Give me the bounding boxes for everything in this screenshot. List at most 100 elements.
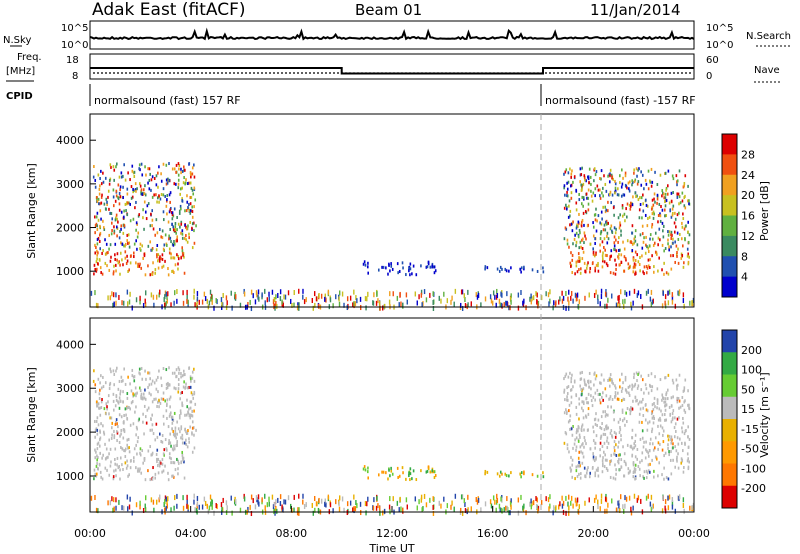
velocity-cell xyxy=(160,384,163,388)
velocity-cell xyxy=(147,449,150,453)
velocity-cell xyxy=(490,503,493,509)
velocity-cell xyxy=(119,392,121,396)
velocity-cell xyxy=(281,504,283,510)
velocity-cell xyxy=(662,429,665,433)
power-cell xyxy=(490,298,493,304)
power-cell xyxy=(588,270,591,274)
velocity-cell xyxy=(101,456,103,460)
power-cell xyxy=(94,185,97,189)
velocity-cell xyxy=(590,387,592,391)
power-cell xyxy=(564,170,567,174)
velocity-cell xyxy=(160,439,162,443)
power-cell xyxy=(167,273,170,277)
velocity-cell xyxy=(211,504,213,510)
velocity-cell xyxy=(182,385,185,389)
velocity-cell xyxy=(115,398,118,402)
velocity-cell xyxy=(599,401,602,405)
velocity-cell xyxy=(609,378,611,382)
velocity-cell xyxy=(651,410,653,414)
velocity-cell xyxy=(508,474,510,478)
power-cell xyxy=(165,178,168,182)
power-cell xyxy=(615,238,617,242)
power-cell xyxy=(609,257,611,261)
velocity-cell xyxy=(352,507,354,513)
power-cell xyxy=(343,302,345,308)
power-cell xyxy=(492,290,495,296)
velocity-cell xyxy=(155,387,158,391)
power-cell xyxy=(663,208,666,212)
power-cell xyxy=(189,209,192,213)
power-cell xyxy=(106,202,108,206)
power-cell xyxy=(132,217,135,221)
power-cell xyxy=(144,193,147,197)
velocity-cell xyxy=(129,459,132,463)
power-cell xyxy=(582,211,585,215)
velocity-cell xyxy=(189,425,192,429)
power-cell xyxy=(144,165,146,169)
power-cell xyxy=(592,191,595,195)
velocity-cell xyxy=(166,402,168,406)
power-cell xyxy=(637,168,639,172)
y-tick-label: 2000 xyxy=(56,426,84,439)
power-cell xyxy=(399,291,401,297)
power-cell xyxy=(302,288,304,294)
power-cell xyxy=(634,239,637,243)
velocity-cell xyxy=(501,472,503,476)
velocity-cell xyxy=(652,448,655,452)
power-cell xyxy=(646,266,649,270)
velocity-cell xyxy=(647,373,650,377)
velocity-cell xyxy=(231,510,233,516)
noise-tick-low-right: 10^0 xyxy=(706,40,733,51)
velocity-cell xyxy=(150,382,153,386)
velocity-cell xyxy=(138,371,141,375)
velocity-cell xyxy=(669,458,672,462)
power-cell xyxy=(168,178,171,182)
velocity-cell xyxy=(141,377,144,381)
power-cell xyxy=(139,242,142,246)
power-cell xyxy=(568,204,570,208)
velocity-cell xyxy=(525,510,527,516)
velocity-cell xyxy=(190,400,193,404)
velocity-cell xyxy=(268,501,270,507)
velocity-cell xyxy=(683,508,685,514)
power-cell xyxy=(127,301,129,307)
power-cell xyxy=(617,302,619,308)
velocity-cell xyxy=(604,496,607,502)
power-cell xyxy=(592,247,594,251)
velocity-cell xyxy=(464,508,467,514)
power-cell xyxy=(150,178,153,182)
velocity-cell xyxy=(112,399,115,403)
velocity-cell xyxy=(582,455,585,459)
power-cell xyxy=(170,211,173,215)
power-cell xyxy=(580,245,582,249)
power-cell xyxy=(662,235,665,239)
velocity-cell xyxy=(432,504,434,510)
power-cell xyxy=(107,295,109,301)
velocity-cell xyxy=(499,470,502,474)
velocity-cell xyxy=(305,502,307,508)
velocity-cell xyxy=(590,399,593,403)
velocity-cell xyxy=(191,450,194,454)
velocity-cell xyxy=(450,504,452,510)
velocity-cell xyxy=(159,432,161,436)
power-cell xyxy=(618,226,621,230)
power-cell xyxy=(639,196,641,200)
power-cell xyxy=(645,290,648,296)
velocity-cell xyxy=(653,402,655,406)
velocity-cell xyxy=(166,448,168,452)
power-cell xyxy=(652,243,655,247)
velocity-cell xyxy=(143,458,146,462)
power-cell xyxy=(581,246,584,250)
power-cell xyxy=(665,188,667,192)
velocity-cell xyxy=(168,397,171,401)
power-cell xyxy=(565,227,568,231)
y-tick-label: 4000 xyxy=(56,134,84,147)
power-cell xyxy=(173,167,176,171)
velocity-cell xyxy=(484,501,487,507)
velocity-cell xyxy=(642,397,644,401)
power-cell xyxy=(94,290,96,296)
velocity-cell xyxy=(595,374,598,378)
velocity-cell xyxy=(591,466,594,470)
velocity-cell xyxy=(495,499,498,505)
power-cell xyxy=(216,299,218,305)
